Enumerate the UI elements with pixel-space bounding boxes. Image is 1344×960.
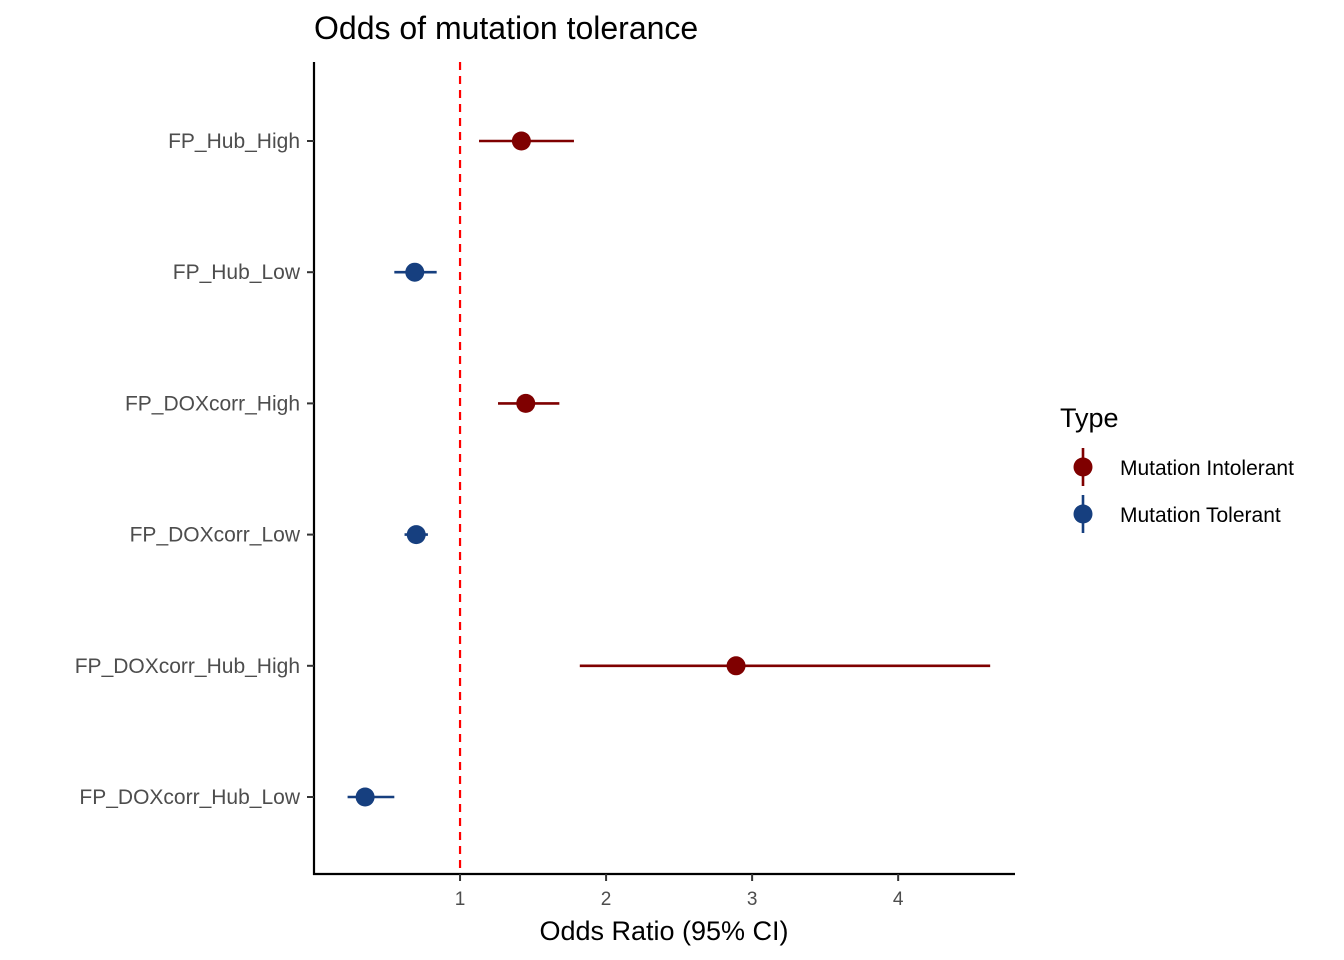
odds-ratio-point	[355, 787, 375, 807]
y-tick-label: FP_Hub_High	[168, 130, 300, 153]
legend-key-point	[1073, 504, 1093, 524]
y-tick-label: FP_Hub_Low	[173, 261, 301, 284]
x-axis-title: Odds Ratio (95% CI)	[539, 916, 788, 946]
legend-label: Mutation Intolerant	[1120, 457, 1294, 480]
y-tick-label: FP_DOXcorr_Hub_High	[75, 655, 300, 678]
x-tick-label: 2	[601, 889, 612, 910]
y-tick-label: FP_DOXcorr_Low	[130, 524, 301, 547]
odds-ratio-point	[726, 656, 746, 676]
odds-ratio-point	[511, 131, 531, 151]
odds-ratio-point	[406, 525, 426, 545]
chart-title: Odds of mutation tolerance	[314, 10, 698, 46]
y-tick-label: FP_DOXcorr_High	[125, 392, 300, 415]
y-tick-label: FP_DOXcorr_Hub_Low	[79, 786, 300, 809]
x-tick-label: 1	[455, 889, 466, 910]
legend-key-point	[1073, 457, 1093, 477]
odds-ratio-point	[516, 393, 536, 413]
odds-ratio-point	[405, 262, 425, 282]
legend: Type Mutation Intolerant Mutation Toleran…	[1060, 403, 1294, 533]
legend-title: Type	[1060, 403, 1119, 433]
x-tick-label: 3	[747, 889, 758, 910]
x-tick-label: 4	[893, 889, 904, 910]
plot-area: 1 2 3 4 FP_Hub_High FP_Hub_Low FP_DOXcorr_High…	[75, 62, 1015, 910]
legend-label: Mutation Tolerant	[1120, 504, 1281, 527]
